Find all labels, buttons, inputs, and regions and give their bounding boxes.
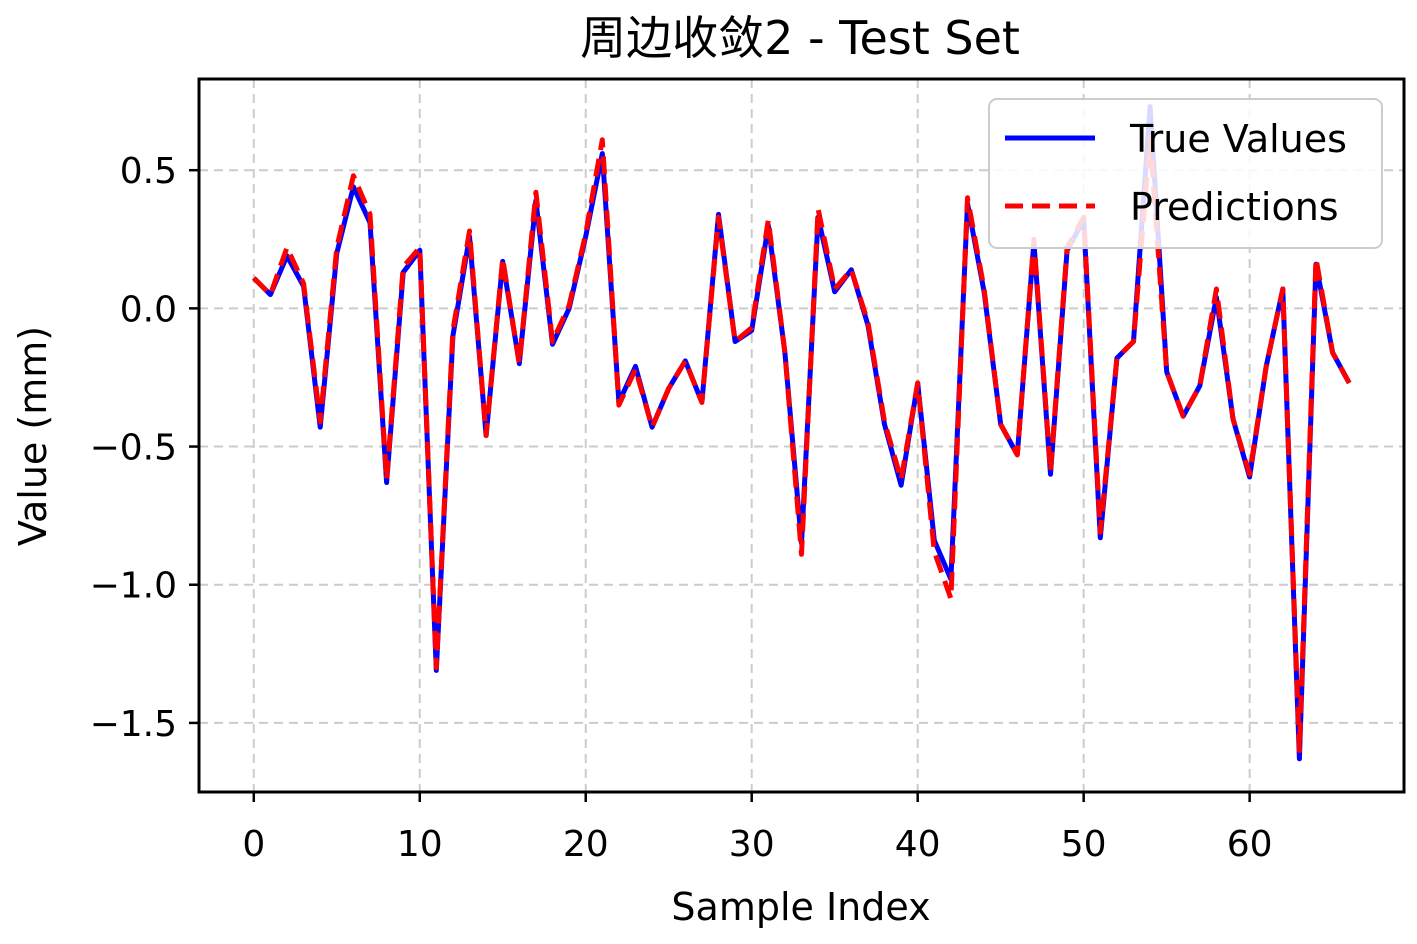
legend-label-true-values: True Values [1129, 117, 1347, 161]
y-tick-label: −1.0 [90, 566, 177, 607]
legend: True Values Predictions [988, 98, 1383, 249]
series-line-predictions [252, 134, 1352, 753]
x-tick-label: 50 [1061, 824, 1107, 865]
y-tick-label: −0.5 [90, 428, 177, 469]
plot-frame [197, 77, 1406, 794]
x-tick-label: 30 [729, 824, 775, 865]
y-tick-label: 0.5 [120, 151, 177, 192]
legend-label-predictions: Predictions [1130, 185, 1339, 229]
ticks: 0 10 20 30 40 50 60 0.5 0.0 −0.5 −1.0 −1.5 [90, 151, 1273, 865]
y-axis-label: Value (mm) [11, 326, 55, 546]
x-tick-label: 0 [242, 824, 265, 865]
x-tick-label: 60 [1227, 824, 1273, 865]
x-tick-label: 20 [563, 824, 609, 865]
y-tick-label: 0.0 [120, 289, 177, 330]
x-tick-label: 40 [895, 824, 941, 865]
series-layer [252, 104, 1352, 762]
y-tick-label: −1.5 [90, 704, 177, 745]
x-tick-label: 10 [397, 824, 443, 865]
chart-title: 周边收敛2 - Test Set [580, 11, 1020, 65]
x-axis-label: Sample Index [671, 885, 930, 929]
